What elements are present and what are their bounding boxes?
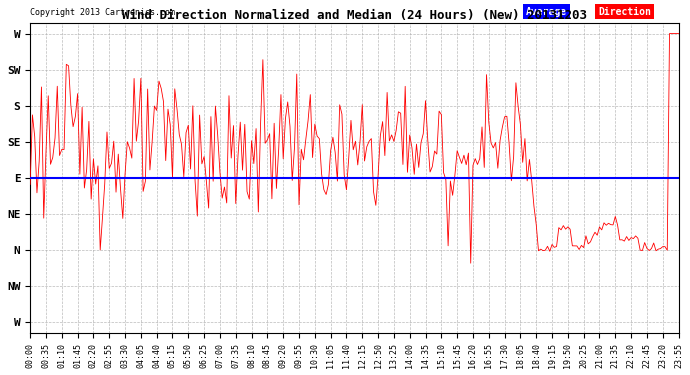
Text: Copyright 2013 Cartronics.com: Copyright 2013 Cartronics.com: [30, 8, 175, 16]
Title: Wind Direction Normalized and Median (24 Hours) (New) 20131203: Wind Direction Normalized and Median (24…: [122, 9, 587, 21]
Text: Direction: Direction: [598, 6, 651, 16]
Text: Average: Average: [526, 6, 567, 16]
